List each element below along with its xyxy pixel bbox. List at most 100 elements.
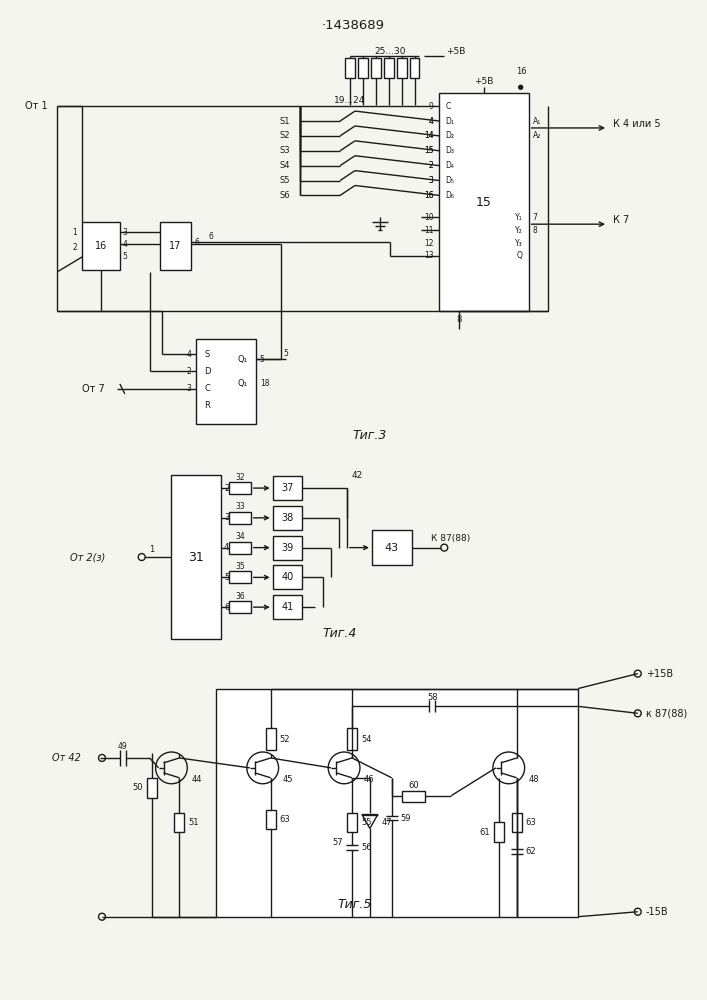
Text: Q̄₁: Q̄₁ xyxy=(238,379,248,388)
Circle shape xyxy=(519,85,522,89)
Bar xyxy=(266,810,276,829)
Bar xyxy=(494,822,504,842)
Text: 4: 4 xyxy=(428,117,433,126)
Text: 6: 6 xyxy=(209,232,214,241)
Text: 11: 11 xyxy=(424,226,433,235)
Bar xyxy=(146,778,156,798)
Bar xyxy=(273,506,303,530)
Text: Y₁: Y₁ xyxy=(515,213,522,222)
Text: Q: Q xyxy=(517,251,522,260)
Text: 43: 43 xyxy=(385,543,399,553)
Text: 2: 2 xyxy=(428,161,433,170)
Text: 34: 34 xyxy=(235,532,245,541)
Text: 61: 61 xyxy=(479,828,490,837)
Text: S3: S3 xyxy=(280,146,291,155)
Text: D₃: D₃ xyxy=(445,146,455,155)
Text: 4: 4 xyxy=(187,350,192,359)
Text: 3: 3 xyxy=(123,228,128,237)
Text: ·1438689: ·1438689 xyxy=(322,19,385,32)
Bar xyxy=(82,222,120,270)
Text: 15: 15 xyxy=(476,196,492,209)
Text: S: S xyxy=(204,350,209,359)
Text: 4: 4 xyxy=(123,240,128,249)
Bar xyxy=(512,813,522,832)
Text: 3: 3 xyxy=(428,176,433,185)
Bar xyxy=(402,791,426,802)
Text: 3: 3 xyxy=(428,176,433,185)
Bar xyxy=(397,58,407,78)
Text: Τиг.5: Τиг.5 xyxy=(338,898,372,911)
Bar xyxy=(371,58,381,78)
Text: От 7: От 7 xyxy=(82,384,105,394)
Text: 6: 6 xyxy=(194,238,199,247)
Text: S5: S5 xyxy=(280,176,291,185)
Text: 35: 35 xyxy=(235,562,245,571)
Text: 62: 62 xyxy=(525,847,537,856)
Text: 41: 41 xyxy=(281,602,293,612)
Text: D₅: D₅ xyxy=(445,176,455,185)
Bar xyxy=(347,728,357,750)
Text: 63: 63 xyxy=(279,815,291,824)
Text: 6: 6 xyxy=(224,603,229,612)
Text: От 1: От 1 xyxy=(25,101,47,111)
Text: 32: 32 xyxy=(235,473,245,482)
Text: S6: S6 xyxy=(280,191,291,200)
Text: 33: 33 xyxy=(235,502,245,511)
Text: 12: 12 xyxy=(424,239,433,248)
Text: +5B: +5B xyxy=(474,77,493,86)
Bar xyxy=(229,482,251,494)
Text: 19...24: 19...24 xyxy=(334,96,366,105)
Bar xyxy=(273,595,303,619)
Text: 40: 40 xyxy=(281,572,293,582)
Text: 49: 49 xyxy=(118,742,128,751)
Text: A₂: A₂ xyxy=(532,131,541,140)
Text: 2: 2 xyxy=(224,484,229,493)
Text: D₂: D₂ xyxy=(445,131,455,140)
Text: 52: 52 xyxy=(279,735,290,744)
Text: A₁: A₁ xyxy=(532,117,541,126)
Bar xyxy=(266,728,276,750)
Text: +15B: +15B xyxy=(645,669,673,679)
Text: 3: 3 xyxy=(224,513,229,522)
Bar xyxy=(229,512,251,524)
Text: К 7: К 7 xyxy=(613,215,629,225)
Text: 5: 5 xyxy=(259,355,264,364)
Text: 48: 48 xyxy=(529,775,539,784)
Text: C: C xyxy=(445,102,450,111)
Text: 25...30: 25...30 xyxy=(374,47,405,56)
Text: 5: 5 xyxy=(123,252,128,261)
Text: 31: 31 xyxy=(188,551,204,564)
Text: 60: 60 xyxy=(408,781,419,790)
Text: -15B: -15B xyxy=(645,907,668,917)
Bar xyxy=(384,58,394,78)
Text: 2: 2 xyxy=(72,243,77,252)
Bar xyxy=(372,530,411,565)
Text: 14: 14 xyxy=(423,131,433,140)
Text: 46: 46 xyxy=(364,775,375,784)
Text: Q₁: Q₁ xyxy=(238,355,248,364)
Text: S1: S1 xyxy=(280,117,291,126)
Text: к 87(88): к 87(88) xyxy=(645,708,687,718)
Text: 15: 15 xyxy=(423,146,433,155)
Bar xyxy=(358,58,368,78)
Bar xyxy=(175,813,185,832)
Text: 55: 55 xyxy=(361,818,371,827)
Text: К 87(88): К 87(88) xyxy=(431,534,471,543)
Text: 14: 14 xyxy=(423,131,433,140)
Text: D₆: D₆ xyxy=(445,191,455,200)
Text: 15: 15 xyxy=(423,146,433,155)
Bar xyxy=(439,93,529,311)
Text: 13: 13 xyxy=(423,251,433,260)
Text: D: D xyxy=(204,367,211,376)
Text: 8: 8 xyxy=(457,315,462,324)
Text: 4: 4 xyxy=(428,117,433,126)
Text: 59: 59 xyxy=(401,814,411,823)
Text: 3: 3 xyxy=(187,384,192,393)
Text: Y₃: Y₃ xyxy=(515,239,522,248)
Bar xyxy=(160,222,192,270)
Text: 10: 10 xyxy=(423,213,433,222)
Text: 17: 17 xyxy=(169,241,182,251)
Bar xyxy=(273,536,303,560)
Text: От 42: От 42 xyxy=(52,753,81,763)
Text: 42: 42 xyxy=(352,471,363,480)
